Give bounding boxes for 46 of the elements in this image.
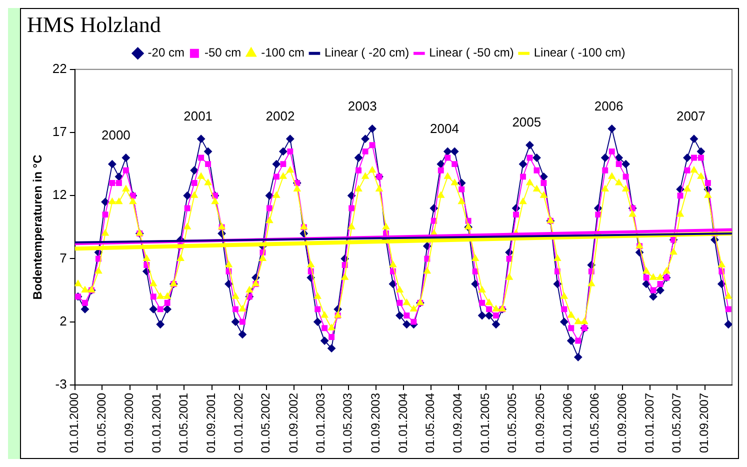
x-tick-label: 01.05.2003 [340, 392, 355, 454]
x-tick-label: 01.09.2001 [204, 392, 218, 454]
y-tick-label: -3 [55, 376, 67, 392]
x-tick-label: 01.05.2004 [423, 392, 438, 454]
x-tick-label: 01.01.2007 [642, 392, 656, 454]
legend-label: -20 cm [148, 46, 184, 60]
x-tick-label: 01.01.2003 [314, 392, 328, 454]
y-tick-label: 17 [52, 124, 67, 140]
x-tick-label: 01.09.2002 [286, 392, 300, 454]
legend-label: Linear ( -20 cm) [324, 46, 410, 60]
y-tick-label: 12 [52, 187, 67, 202]
x-tick-label: 01.05.2005 [505, 392, 520, 454]
x-tick-label: 01.05.2002 [258, 392, 273, 454]
x-tick-label: 01.09.2000 [122, 392, 136, 454]
legend-label: Linear ( -100 cm) [534, 46, 626, 60]
x-tick-label: 01.05.2006 [587, 392, 602, 454]
y-tick-label: 2 [60, 313, 67, 328]
chart-title: HMS Holzland [27, 12, 161, 37]
legend-label: -100 cm [261, 46, 304, 60]
x-tick-label: 01.01.2001 [150, 392, 164, 454]
x-tick-label: 01.01.2005 [478, 392, 492, 454]
y-tick-label: 22 [52, 60, 67, 76]
annotation: 2007 [676, 108, 706, 124]
x-tick-label: 01.09.2004 [450, 392, 465, 454]
legend-label: Linear ( -50 cm) [429, 46, 514, 60]
annotation: 2005 [512, 114, 542, 130]
x-tick-label: 01.05.2000 [94, 392, 108, 454]
annotation: 2001 [184, 108, 213, 124]
x-tick-label: 01.09.2006 [614, 392, 629, 454]
x-tick-label: 01.01.2002 [232, 392, 246, 454]
y-axis-title: Bodentemperaturen in °C [30, 154, 45, 300]
y-tick-label: 7 [60, 250, 67, 266]
annotation: 2004 [430, 121, 459, 136]
x-tick-label: 01.01.2000 [67, 392, 82, 454]
x-tick-label: 01.09.2007 [697, 392, 712, 454]
x-tick-label: 01.09.2005 [532, 392, 547, 454]
annotation: 2002 [266, 108, 295, 124]
annotation: 2000 [101, 127, 130, 142]
x-tick-label: 01.01.2006 [560, 392, 574, 454]
annotation: 2006 [594, 98, 624, 114]
annotation: 2003 [348, 98, 377, 114]
legend-label: -50 cm [204, 46, 242, 60]
x-tick-label: 01.05.2007 [669, 392, 684, 454]
x-tick-label: 01.01.2004 [396, 392, 410, 454]
x-tick-label: 01.09.2003 [368, 392, 382, 454]
x-tick-label: 01.05.2001 [176, 392, 191, 454]
